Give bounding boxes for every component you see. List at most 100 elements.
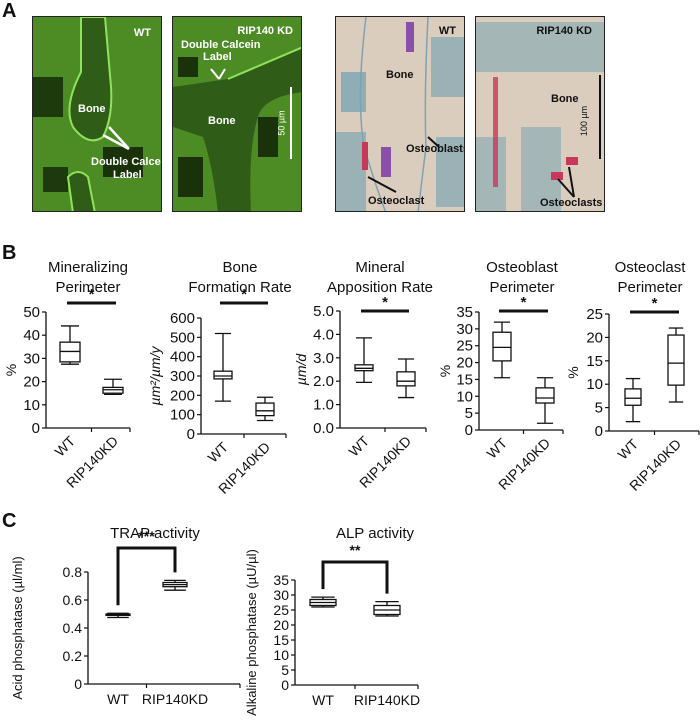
y-tick-label: 20	[273, 617, 289, 633]
x-category-label: WT	[345, 432, 372, 459]
x-category-label: RIP140KD	[142, 691, 208, 707]
y-tick-label: 300	[170, 368, 195, 385]
y-tick-label: 10	[23, 397, 40, 414]
box-rip140kd	[396, 358, 416, 399]
chart-osteoblast-perimeter: OsteoblastPerimeter05101520253035%WTRIP1…	[437, 259, 564, 493]
x-category-label: WT	[204, 438, 231, 465]
y-tick-label: 5.0	[313, 303, 334, 320]
osteoclasts-label: Osteoclasts	[540, 197, 603, 209]
calcein-kd-texture	[173, 17, 301, 211]
y-tick-label: 25	[586, 306, 603, 323]
significance-marker: *	[241, 286, 247, 303]
calcein-label-line1: Double Calcein	[181, 39, 261, 51]
y-tick-label: 0.2	[63, 648, 83, 664]
chart-title: Formation Rate	[188, 279, 291, 296]
y-tick-label: 2.0	[313, 373, 334, 390]
significance-bracket	[321, 560, 389, 594]
chart-bone-formation-rate: Bone Formation Rate 0 100 200 300 400 500 600 µm²…	[147, 259, 292, 497]
y-tick-label: 0.0	[313, 420, 334, 437]
trap-wt-texture	[336, 17, 464, 211]
bone-label: Bone	[208, 115, 236, 127]
calcein-label-line2: Label	[113, 169, 142, 181]
calcein-wt-texture	[33, 17, 161, 211]
y-axis-label: %	[565, 366, 581, 378]
y-tick-label: 0	[32, 420, 40, 437]
micrograph-trap-kd: RIP140 KD Bone Osteoclasts 100 µm	[475, 16, 605, 212]
chart-title: Mineralizing	[48, 259, 128, 276]
x-category-label: WT	[312, 692, 334, 708]
y-tick-label: 25	[456, 338, 473, 355]
y-tick-label: 100	[170, 407, 195, 424]
y-tick-label: 30	[23, 350, 40, 367]
box-wt	[59, 325, 81, 365]
box-rip140kd	[162, 579, 188, 591]
y-tick-label: 400	[170, 349, 195, 366]
y-tick-label: 30	[456, 321, 473, 338]
panel-letter-b: B	[2, 242, 17, 264]
y-tick-label: 35	[456, 304, 473, 321]
x-category-label: WT	[51, 432, 78, 459]
y-tick-label: 10	[273, 647, 289, 663]
significance-marker: *	[382, 294, 388, 311]
x-category-label: WT	[483, 434, 510, 461]
y-tick-label: 40	[23, 327, 40, 344]
box-wt	[624, 377, 642, 423]
calcein-label-line1: Double Calcein	[91, 156, 161, 168]
y-tick-label: 30	[273, 587, 289, 603]
chart-title: ALP activity	[336, 525, 415, 542]
y-tick-label: 4.0	[313, 326, 334, 343]
chart-mineralizing-perimeter: MineralizingPerimeter01020304050%WTRIP14…	[3, 259, 131, 491]
chart-title: Perimeter	[617, 279, 682, 296]
micrograph-calcein-kd: RIP140 KD Double Calcein Label Bone 50 µ…	[172, 16, 302, 212]
chart-title: TRAP activity	[110, 525, 200, 542]
significance-marker: ***	[138, 528, 155, 544]
y-tick-label: 0.6	[63, 592, 83, 608]
bone-label: Bone	[551, 93, 579, 105]
box-rip140kd	[102, 378, 124, 396]
micrograph-group-label: WT	[438, 25, 456, 37]
significance-marker: *	[521, 294, 527, 311]
y-tick-label: 200	[170, 387, 195, 404]
y-tick-label: 10	[586, 376, 603, 393]
chart-title: Bone	[222, 259, 257, 276]
chart-title: Osteoclast	[615, 259, 687, 276]
y-axis-label: %	[3, 364, 19, 376]
y-tick-label: 35	[273, 572, 289, 588]
y-tick-label: 0	[74, 676, 82, 692]
y-tick-label: 20	[23, 374, 40, 391]
y-tick-label: 5	[595, 400, 603, 417]
chart-trap-activity: TRAP activity 0 0.2 0.4 0.6 0.8 Acid phosphata…	[10, 525, 241, 707]
chart-title: Perimeter	[55, 279, 120, 296]
chart-title: Perimeter	[489, 279, 554, 296]
calcein-label-line2: Label	[203, 51, 232, 63]
box-wt	[309, 596, 337, 608]
y-tick-label: 0	[595, 423, 603, 440]
y-tick-label: 3.0	[313, 350, 334, 367]
y-tick-label: 10	[456, 388, 473, 405]
y-tick-label: 15	[586, 353, 603, 370]
panel-letter-c: C	[2, 510, 17, 532]
y-tick-label: 20	[586, 329, 603, 346]
y-tick-label: 500	[170, 329, 195, 346]
micrograph-trap-wt: WT Bone Osteoblasts Osteoclast	[335, 16, 465, 212]
y-tick-label: 15	[456, 371, 473, 388]
bone-label: Bone	[78, 103, 106, 115]
y-tick-label: 0.4	[63, 620, 83, 636]
y-axis-label: %	[437, 365, 453, 377]
y-tick-label: 50	[23, 304, 40, 321]
box-rip140kd	[373, 600, 401, 617]
osteoclast-label: Osteoclast	[368, 195, 425, 207]
trap-kd-texture	[476, 17, 604, 211]
y-tick-label: 25	[273, 602, 289, 618]
chart-title: Apposition Rate	[327, 279, 433, 296]
micrograph-group-label: RIP140 KD	[237, 25, 293, 37]
micrograph-calcein-wt: WT Bone Double Calcein Label	[32, 16, 162, 212]
y-tick-label: 0	[187, 426, 195, 443]
box-wt	[492, 321, 512, 379]
chart-mineral-apposition-rate: Mineral Apposition Rate 0.0 1.0 2.0 3.0 4.0 5.0…	[293, 259, 433, 491]
significance-bracket	[116, 546, 177, 606]
y-axis-label: Alkaline phosphatase (µU/µl)	[244, 549, 259, 716]
micrograph-group-label: WT	[133, 27, 151, 39]
y-tick-label: 0.8	[63, 564, 83, 580]
